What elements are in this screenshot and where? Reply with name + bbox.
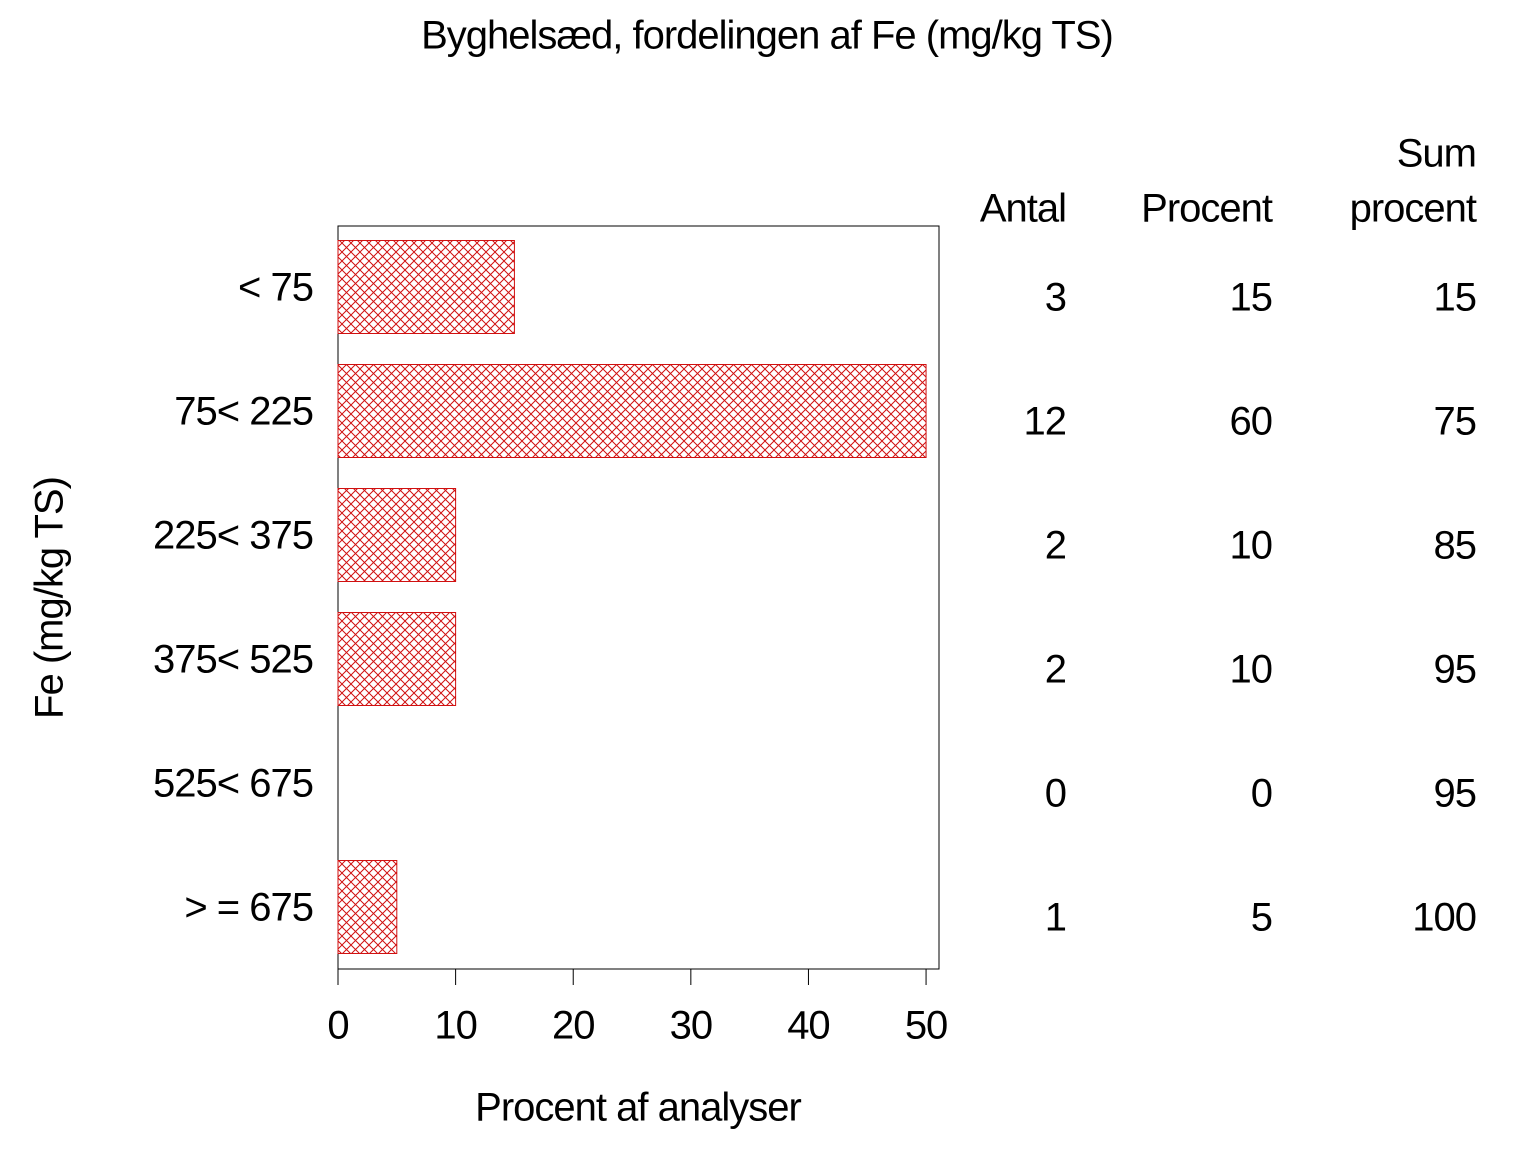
table-cell: 5 xyxy=(1251,896,1272,940)
chart-title: Byghelsæd, fordelingen af Fe (mg/kg TS) xyxy=(421,14,1113,58)
table-header: Antal xyxy=(980,187,1066,231)
bar xyxy=(337,364,927,458)
y-tick-label: 225< 375 xyxy=(153,514,313,558)
y-tick-label: > = 675 xyxy=(184,886,313,930)
x-tick-label: 10 xyxy=(434,1004,477,1048)
table-cell: 95 xyxy=(1434,772,1477,816)
table-cell: 0 xyxy=(1251,772,1272,816)
y-tick-label: 75< 225 xyxy=(174,390,313,434)
table-cell: 15 xyxy=(1230,276,1273,320)
x-tick-label: 40 xyxy=(787,1004,830,1048)
table-cell: 75 xyxy=(1434,400,1477,444)
table-cell: 95 xyxy=(1434,648,1477,692)
y-tick-label: < 75 xyxy=(238,266,313,310)
x-axis-label: Procent af analyser xyxy=(475,1086,801,1130)
table-header: Procent xyxy=(1141,187,1273,231)
bar xyxy=(337,240,515,334)
table-cell: 0 xyxy=(1045,772,1066,816)
y-axis-label: Fe (mg/kg TS) xyxy=(28,477,72,719)
table-cell: 12 xyxy=(1024,400,1067,444)
y-tick-label: 375< 525 xyxy=(153,638,313,682)
table-cell: 85 xyxy=(1434,524,1477,568)
bar xyxy=(337,488,457,582)
x-tick-label: 30 xyxy=(670,1004,713,1048)
table-cell: 15 xyxy=(1434,276,1477,320)
y-tick-label: 525< 675 xyxy=(153,762,313,806)
table-cell: 3 xyxy=(1045,276,1066,320)
table-cell: 1 xyxy=(1045,896,1066,940)
x-tick-label: 0 xyxy=(327,1004,348,1048)
table-cell: 2 xyxy=(1045,648,1066,692)
table-cell: 10 xyxy=(1230,648,1273,692)
table-cell: 10 xyxy=(1230,524,1273,568)
plot-frame xyxy=(337,225,940,970)
x-tick-label: 20 xyxy=(552,1004,595,1048)
table-header: procent xyxy=(1350,187,1477,231)
table-cell: 100 xyxy=(1412,896,1476,940)
table-header: Sum xyxy=(1397,132,1476,176)
table-cell: 2 xyxy=(1045,524,1066,568)
bar xyxy=(337,860,398,954)
bar xyxy=(337,612,457,706)
x-tick-label: 50 xyxy=(905,1004,948,1048)
table-cell: 60 xyxy=(1230,400,1273,444)
